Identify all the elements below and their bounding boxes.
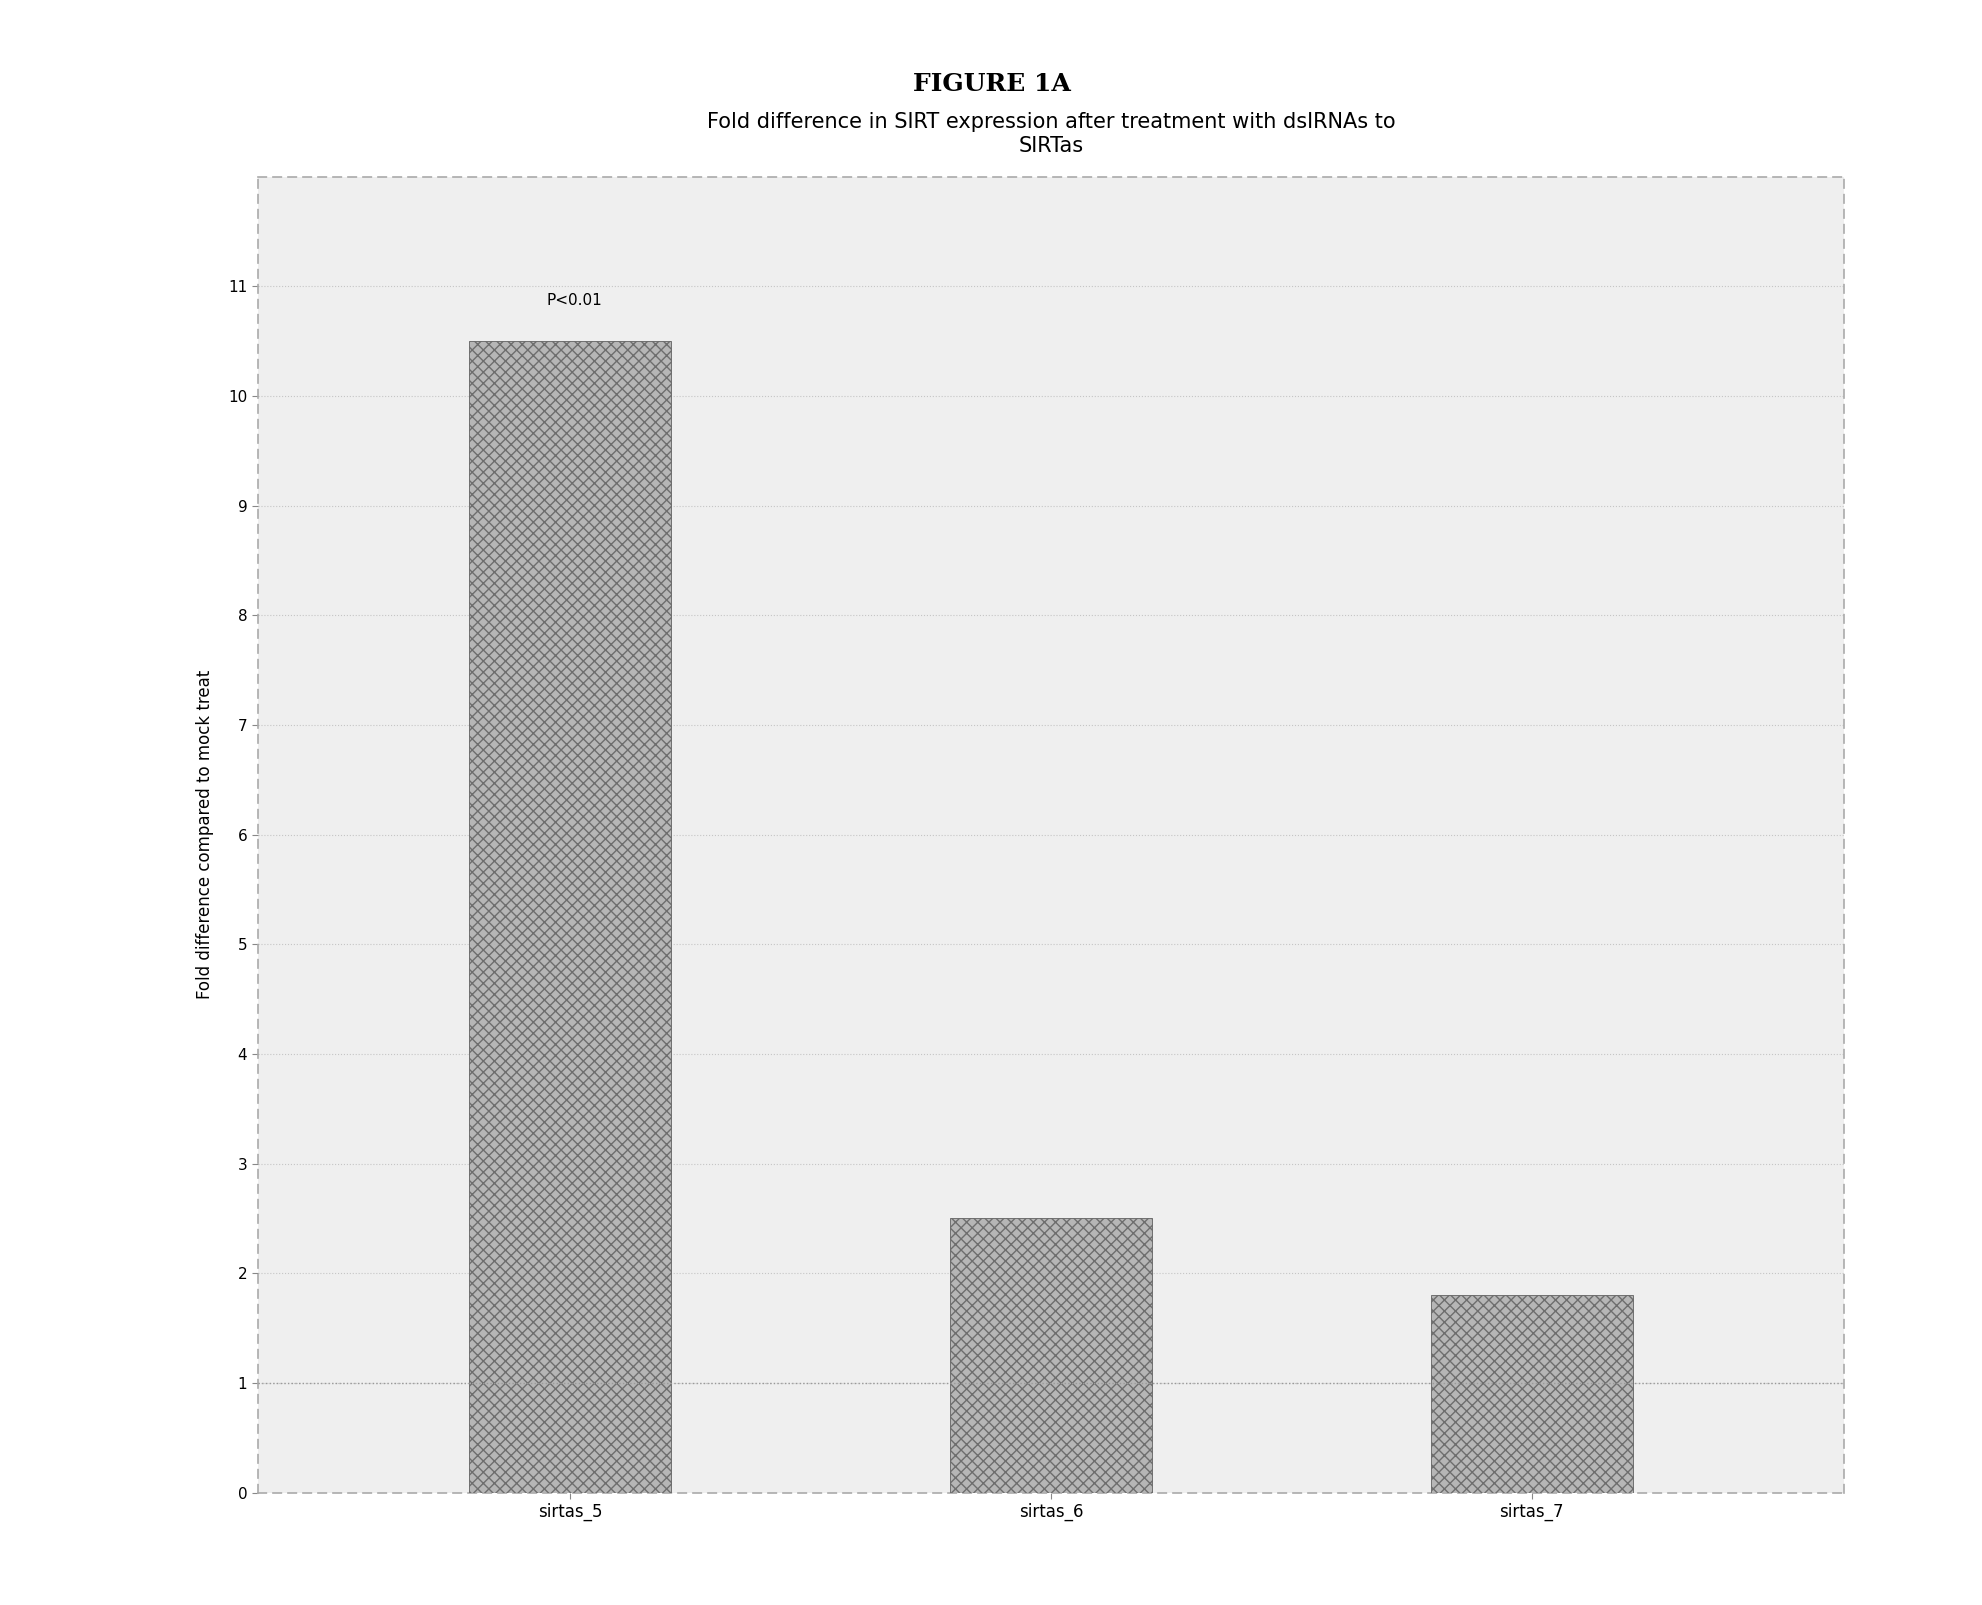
Title: Fold difference in SIRT expression after treatment with dsIRNAs to
SIRTas: Fold difference in SIRT expression after… bbox=[706, 112, 1395, 156]
Text: FIGURE 1A: FIGURE 1A bbox=[912, 72, 1070, 96]
Bar bbox=[470, 342, 670, 1493]
Y-axis label: Fold difference compared to mock treat: Fold difference compared to mock treat bbox=[196, 669, 214, 1000]
Bar bbox=[949, 1218, 1152, 1493]
Bar bbox=[1431, 1295, 1631, 1493]
Text: P<0.01: P<0.01 bbox=[545, 294, 603, 308]
